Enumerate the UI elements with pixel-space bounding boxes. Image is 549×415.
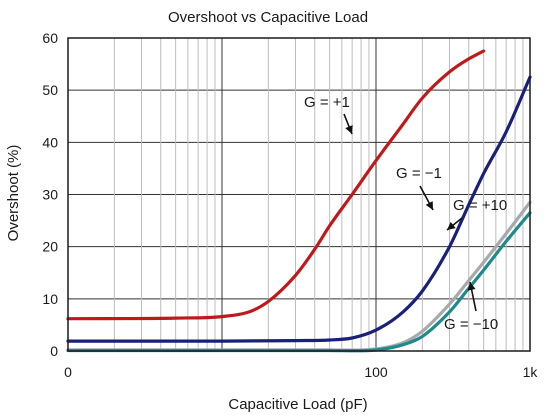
series-label: G = +1	[304, 94, 350, 111]
series-annotations: G = +1 G = −1 G = +10 G = −10	[304, 94, 507, 333]
x-axis-label: Capacitive Load (pF)	[228, 396, 367, 413]
tick-labels: 0 10 20 30 40 50 60 0 100 1k	[42, 30, 538, 380]
y-tick-label: 10	[42, 291, 58, 307]
y-axis-label: Overshoot (%)	[5, 145, 22, 242]
y-tick-label: 30	[42, 187, 58, 203]
series-label: G = +10	[453, 197, 507, 214]
chart-title: Overshoot vs Capacitive Load	[168, 9, 368, 26]
series-label: G = −10	[444, 316, 498, 333]
arrowhead-icon	[425, 201, 433, 210]
x-tick-label: 1k	[523, 364, 539, 380]
y-tick-label: 40	[42, 134, 58, 150]
gridlines	[68, 38, 530, 351]
y-tick-label: 60	[42, 30, 58, 46]
y-tick-label: 50	[42, 82, 58, 98]
y-tick-label: 20	[42, 239, 58, 255]
plot-frame	[67, 37, 531, 352]
arrowhead-icon	[345, 125, 353, 134]
x-tick-label: 100	[364, 364, 388, 380]
y-tick-label: 0	[50, 343, 58, 359]
x-tick-label: 0	[64, 364, 72, 380]
arrowhead-icon	[467, 282, 476, 291]
series-line	[66, 49, 486, 321]
series-line	[66, 75, 532, 343]
arrowhead-icon	[447, 221, 456, 230]
series-label: G = −1	[396, 165, 442, 182]
